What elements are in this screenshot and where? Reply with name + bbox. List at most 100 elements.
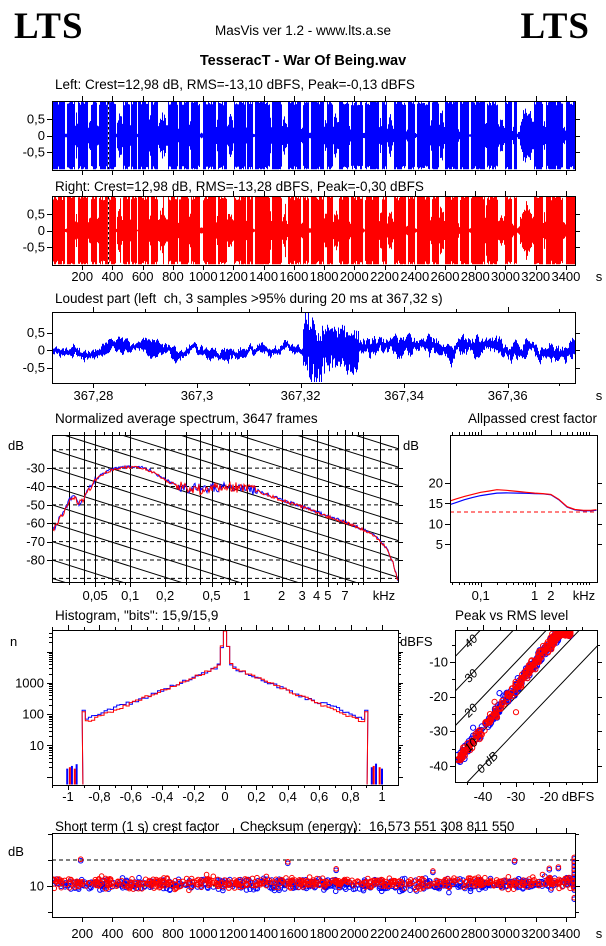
x-tick-label: 600 <box>132 269 154 284</box>
spectrum-curve-right <box>53 465 398 581</box>
scatter-point <box>445 883 452 890</box>
x-tick-label: 2600 <box>431 269 460 284</box>
scatter-point <box>321 884 327 890</box>
scatter-point <box>305 878 311 885</box>
x-tick-label: 1800 <box>310 269 339 284</box>
scatter-point <box>343 878 350 885</box>
scatter-point <box>490 711 497 718</box>
y-tick-label: 10 <box>30 738 44 753</box>
x-tick-label: 5 <box>324 588 331 603</box>
scatter-point <box>173 885 179 892</box>
plot-frame <box>52 435 399 583</box>
scatter-point <box>556 876 562 883</box>
x-tick-label: 367,28 <box>74 388 114 403</box>
scatter-point <box>386 875 393 882</box>
scatter-point <box>167 879 174 886</box>
scatter-point <box>546 880 552 886</box>
scatter-point <box>77 856 84 863</box>
scatter-point <box>333 866 339 872</box>
histogram-outline-left <box>81 630 369 785</box>
scatter-point <box>257 882 264 888</box>
scatter-point <box>271 879 278 885</box>
scatter-point <box>547 644 554 652</box>
scatter-point <box>459 748 466 756</box>
scatter-point <box>281 886 288 892</box>
x-tick-label: -0,8 <box>88 789 110 804</box>
x-tick-label: 1600 <box>279 269 308 284</box>
x-tick-label: 0,1 <box>121 588 139 603</box>
scatter-point <box>536 656 543 663</box>
scatter-point <box>106 882 112 888</box>
x-tick-label: 600 <box>132 926 154 941</box>
x-tick-label: 367,34 <box>384 388 424 403</box>
x-tick-label: -1 <box>62 789 74 804</box>
x-tick-label: 3 <box>298 588 305 603</box>
scatter-point <box>473 732 480 739</box>
scatter-point <box>543 880 550 886</box>
y-axis-label: n <box>10 634 17 649</box>
scatter-point <box>63 881 69 888</box>
scatter-point <box>260 880 267 887</box>
scatter-point <box>124 883 131 890</box>
y-tick-label: -0,5 <box>23 239 45 254</box>
x-tick-label: -20 <box>540 789 559 804</box>
scatter-point <box>214 883 221 890</box>
scatter-point <box>129 876 135 882</box>
y-axis-label: dBFS <box>400 634 433 649</box>
y-tick-label: 0 <box>38 343 45 358</box>
scatter-point <box>358 881 365 888</box>
x-tick-label: 800 <box>162 926 184 941</box>
scatter-point <box>559 884 566 890</box>
y-tick-label: -50 <box>26 497 45 512</box>
scatter-point <box>204 876 211 883</box>
scatter-point <box>515 683 522 691</box>
x-unit-label: kHz <box>373 588 395 603</box>
x-tick-label: 1 <box>531 588 538 603</box>
scatter-point <box>571 858 575 865</box>
scatter-point <box>292 877 298 883</box>
scatter-point <box>468 737 475 744</box>
x-tick-label: 3000 <box>491 269 520 284</box>
scatter-point <box>53 885 58 892</box>
scatter-point <box>77 879 84 885</box>
scatter-point <box>455 884 461 890</box>
y-tick-label: -70 <box>26 534 45 549</box>
scatter-point <box>571 881 575 888</box>
diagonal-label: 30 <box>461 666 481 686</box>
grid-diagonal <box>53 504 299 582</box>
scatter-point <box>508 685 516 692</box>
scatter-point <box>305 880 311 887</box>
scatter-point <box>398 878 405 885</box>
x-tick-label: 3000 <box>491 926 520 941</box>
scatter-point <box>438 883 445 889</box>
scatter-point <box>381 883 388 889</box>
x-tick-label: 0,8 <box>342 789 360 804</box>
scatter-point <box>501 701 508 708</box>
scatter-point <box>249 875 256 882</box>
y-tick-label: 0 <box>38 128 45 143</box>
allpassed-curves <box>451 489 597 513</box>
x-tick-label: 1 <box>243 588 250 603</box>
scatter-point <box>496 690 503 697</box>
x-tick-label: 2200 <box>370 926 399 941</box>
scatter-point <box>189 883 195 890</box>
short-term-plot: 10 dB 200 400 600 800 1000 1200 1400 1600 1800 2000… <box>8 828 603 941</box>
scatter-point <box>571 866 575 872</box>
scatter-point <box>210 873 217 880</box>
y-tick-label: -20 <box>429 689 448 704</box>
scatter-point <box>168 882 175 889</box>
scatter-point <box>273 876 279 883</box>
x-tick-label: 2000 <box>340 926 369 941</box>
scatter-point <box>496 878 502 885</box>
scatter-point <box>470 724 477 731</box>
scatter-point <box>571 878 575 884</box>
x-tick-label: 0,1 <box>472 588 490 603</box>
x-tick-label: 1000 <box>189 926 218 941</box>
scatter-point <box>571 854 575 861</box>
scatter-point <box>151 880 157 886</box>
x-tick-label: 2800 <box>461 926 490 941</box>
x-tick-label: 400 <box>102 926 124 941</box>
scatter-point <box>479 880 485 887</box>
scatter-point <box>115 878 121 885</box>
y-tick-label: -30 <box>429 724 448 739</box>
